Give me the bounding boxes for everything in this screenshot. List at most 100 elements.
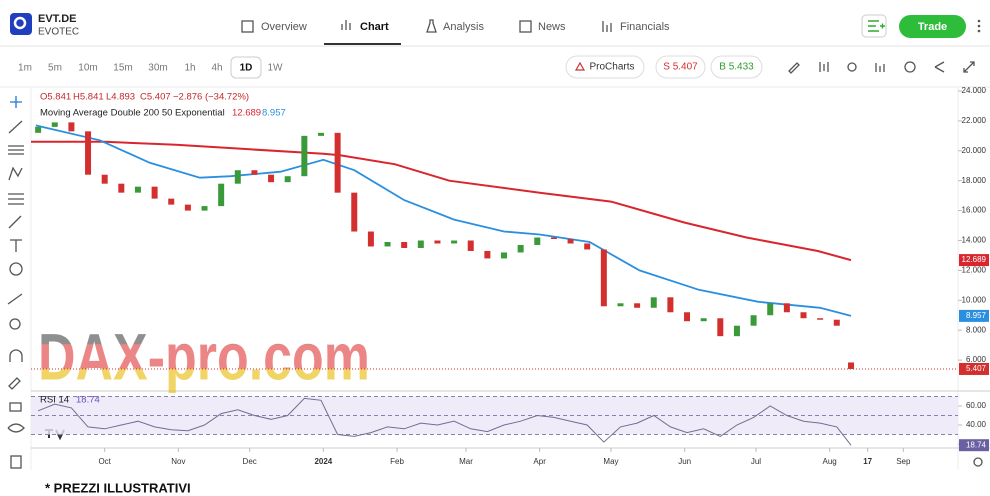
y-tick-label: 14.000	[962, 236, 987, 245]
candle-body	[634, 303, 641, 308]
active-timeframe	[230, 56, 262, 79]
timeframe[interactable]: 10m	[78, 63, 97, 74]
candle-body	[534, 237, 541, 245]
timeframe[interactable]: 1W	[268, 63, 284, 74]
candle-body	[848, 362, 855, 369]
nav-tab[interactable]: News	[538, 21, 566, 33]
x-tick-label: Mar	[459, 457, 473, 466]
y-tick-label: 18.000	[962, 176, 987, 185]
legend-ohlc: O5.841	[40, 92, 71, 103]
trendline-tool[interactable]	[8, 120, 23, 134]
candle-body	[234, 170, 241, 184]
buy-button[interactable]	[710, 55, 763, 79]
x-tick-label: Dec	[243, 457, 257, 466]
sell-button[interactable]	[655, 55, 706, 79]
candle-body	[401, 241, 408, 248]
fullscreen[interactable]	[963, 61, 975, 73]
candle-body	[817, 318, 824, 320]
timeframe[interactable]: 1h	[184, 63, 195, 74]
candle-body	[700, 318, 707, 322]
legend-change: −2.876 (−34.72%)	[173, 92, 249, 103]
candle-body	[384, 241, 391, 247]
candle-body	[434, 240, 441, 244]
sell-price: S 5.407	[663, 62, 698, 73]
trade-button[interactable]	[899, 15, 966, 38]
pattern-tool[interactable]	[8, 166, 23, 181]
nav-tab[interactable]: Overview	[261, 21, 307, 33]
timeframe[interactable]: 4h	[211, 63, 222, 74]
timeframe[interactable]: 1m	[18, 63, 32, 74]
draw-tool[interactable]	[788, 62, 800, 74]
drawing-tools	[7, 96, 25, 469]
candle-body	[833, 319, 840, 326]
timeframe[interactable]: 30m	[148, 63, 167, 74]
crosshair-tool[interactable]	[10, 96, 22, 108]
price-badge-label: 12.689	[962, 255, 987, 264]
replay[interactable]	[904, 61, 916, 73]
settings[interactable]	[847, 62, 857, 72]
magnet-tool[interactable]	[9, 349, 23, 362]
candle-body	[600, 249, 607, 307]
candle-body	[317, 132, 324, 136]
procharts-button[interactable]	[565, 55, 645, 79]
x-tick-label: Jun	[678, 457, 691, 466]
analysis-icon	[426, 19, 437, 33]
measure-tool[interactable]	[7, 293, 23, 305]
share[interactable]	[934, 61, 945, 73]
x-tick-label: Jul	[751, 457, 761, 466]
menu-dot	[977, 24, 981, 28]
delete-tool[interactable]	[10, 455, 22, 469]
logo	[10, 13, 32, 35]
moving-average-line	[35, 124, 852, 317]
indicators[interactable]	[875, 63, 885, 72]
axis-settings[interactable]	[973, 457, 983, 467]
candle-body	[417, 240, 424, 248]
candle-body	[467, 240, 474, 251]
y-tick-label: 8.000	[966, 325, 987, 334]
candle-body	[184, 204, 191, 211]
timeframe[interactable]: 5m	[48, 63, 62, 74]
candle-body	[68, 122, 75, 132]
candle-body	[351, 192, 358, 232]
nav-tab[interactable]: Analysis	[443, 21, 484, 33]
lock-tool[interactable]	[9, 402, 22, 412]
procharts-icon	[574, 61, 586, 71]
timeframe[interactable]: 1D	[240, 63, 253, 74]
visibility-tool[interactable]	[7, 423, 25, 433]
procharts-label: ProCharts	[589, 62, 634, 73]
chart-icon	[341, 20, 351, 30]
candle-body	[168, 198, 175, 205]
lock-draw-tool[interactable]	[8, 377, 21, 390]
nav-tab[interactable]: Chart	[360, 21, 389, 33]
y-tick-label: 20.000	[962, 146, 987, 155]
financials-icon	[602, 21, 612, 32]
channel-tool[interactable]	[8, 193, 24, 205]
candle-body	[218, 183, 225, 207]
candle-body	[134, 186, 141, 193]
rsi-line	[37, 397, 852, 446]
fib-tool[interactable]	[8, 145, 24, 155]
candle-body	[733, 325, 740, 337]
price-badge-label: 5.407	[966, 364, 987, 373]
emoji-tool[interactable]	[9, 262, 23, 276]
y-tick-label: 12.000	[962, 266, 987, 275]
candle-body	[767, 303, 774, 316]
buy-price: B 5.433	[719, 62, 754, 73]
candle-type[interactable]	[819, 62, 829, 72]
candle-body	[451, 240, 458, 244]
x-tick-label: Oct	[98, 457, 111, 466]
brush-tool[interactable]	[8, 215, 22, 229]
candle-body	[617, 303, 624, 307]
price-badge	[959, 309, 989, 322]
candle-body	[550, 237, 557, 239]
candle-body	[151, 186, 158, 199]
legend-ma-value: 8.957	[262, 108, 286, 119]
legend-ohlc: C5.407	[140, 92, 171, 103]
nav-tab[interactable]: Financials	[620, 21, 670, 33]
text-tool[interactable]	[10, 239, 22, 252]
timeframe[interactable]: 15m	[113, 63, 132, 74]
candle-body	[268, 174, 275, 183]
candle-body	[334, 132, 341, 193]
zoom-tool[interactable]	[9, 318, 21, 330]
y-tick-label: 10.000	[962, 295, 987, 304]
